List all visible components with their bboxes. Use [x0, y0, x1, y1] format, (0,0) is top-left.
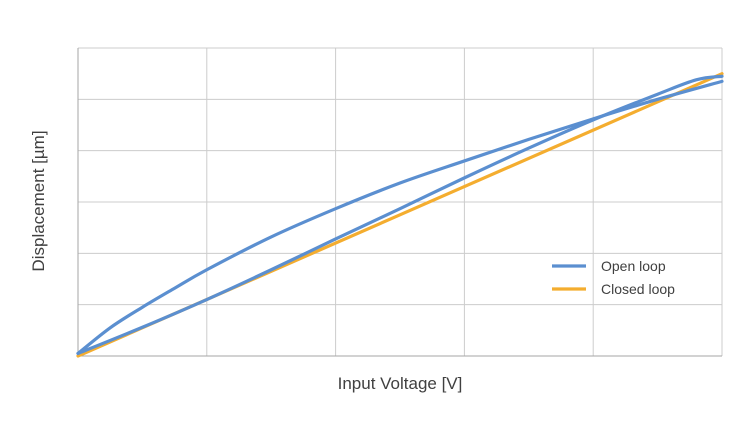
series-layer — [76, 72, 724, 358]
legend-label-closed-loop: Closed loop — [601, 281, 675, 297]
grid — [77, 47, 723, 357]
legend-label-open-loop: Open loop — [601, 258, 666, 274]
x-axis-label: Input Voltage [V] — [338, 374, 463, 393]
series-line-open-loop-2 — [76, 74, 724, 356]
y-axis-label: Displacement [µm] — [29, 130, 48, 271]
legend: Open loop Closed loop — [552, 258, 675, 297]
